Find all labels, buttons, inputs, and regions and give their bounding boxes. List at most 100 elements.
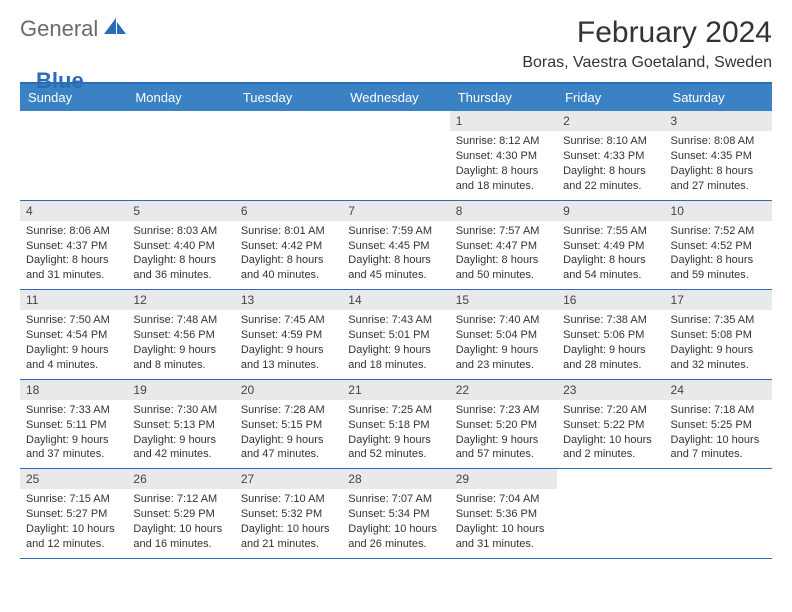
day-number: 16 [557,290,664,310]
sunset-text: Sunset: 4:45 PM [348,239,443,254]
sunset-text: Sunset: 4:52 PM [671,239,766,254]
daylight-text: Daylight: 8 hours and 50 minutes. [456,253,551,283]
daylight-text: Daylight: 8 hours and 59 minutes. [671,253,766,283]
week-row: 11Sunrise: 7:50 AMSunset: 4:54 PMDayligh… [20,290,772,380]
sunset-text: Sunset: 4:40 PM [133,239,228,254]
day-number: 5 [127,201,234,221]
sunrise-text: Sunrise: 7:55 AM [563,224,658,239]
sunset-text: Sunset: 4:33 PM [563,149,658,164]
calendar: SundayMondayTuesdayWednesdayThursdayFrid… [20,82,772,559]
sunset-text: Sunset: 4:56 PM [133,328,228,343]
sunrise-text: Sunrise: 7:07 AM [348,492,443,507]
logo-text-general: General [20,16,98,42]
sunrise-text: Sunrise: 7:40 AM [456,313,551,328]
day-cell: 16Sunrise: 7:38 AMSunset: 5:06 PMDayligh… [557,290,664,379]
sunset-text: Sunset: 4:47 PM [456,239,551,254]
sunset-text: Sunset: 5:06 PM [563,328,658,343]
day-number: 17 [665,290,772,310]
day-cell: 1Sunrise: 8:12 AMSunset: 4:30 PMDaylight… [450,111,557,200]
day-cell [557,469,664,558]
sunrise-text: Sunrise: 7:48 AM [133,313,228,328]
sunrise-text: Sunrise: 7:33 AM [26,403,121,418]
sunset-text: Sunset: 5:01 PM [348,328,443,343]
day-header: Tuesday [235,84,342,111]
day-cell: 28Sunrise: 7:07 AMSunset: 5:34 PMDayligh… [342,469,449,558]
daylight-text: Daylight: 9 hours and 8 minutes. [133,343,228,373]
sunrise-text: Sunrise: 7:57 AM [456,224,551,239]
day-cell: 27Sunrise: 7:10 AMSunset: 5:32 PMDayligh… [235,469,342,558]
sunrise-text: Sunrise: 7:45 AM [241,313,336,328]
day-number: 6 [235,201,342,221]
daylight-text: Daylight: 10 hours and 26 minutes. [348,522,443,552]
daylight-text: Daylight: 9 hours and 28 minutes. [563,343,658,373]
day-cell: 15Sunrise: 7:40 AMSunset: 5:04 PMDayligh… [450,290,557,379]
title-block: February 2024 Boras, Vaestra Goetaland, … [522,16,772,72]
sunset-text: Sunset: 4:35 PM [671,149,766,164]
daylight-text: Daylight: 8 hours and 31 minutes. [26,253,121,283]
sunset-text: Sunset: 4:49 PM [563,239,658,254]
day-cell: 23Sunrise: 7:20 AMSunset: 5:22 PMDayligh… [557,380,664,469]
sunrise-text: Sunrise: 8:12 AM [456,134,551,149]
day-cell [665,469,772,558]
day-number: 18 [20,380,127,400]
daylight-text: Daylight: 9 hours and 47 minutes. [241,433,336,463]
sunset-text: Sunset: 4:30 PM [456,149,551,164]
day-number: 19 [127,380,234,400]
logo: General [20,16,128,42]
day-cell: 5Sunrise: 8:03 AMSunset: 4:40 PMDaylight… [127,201,234,290]
sunrise-text: Sunrise: 7:52 AM [671,224,766,239]
day-number: 4 [20,201,127,221]
sunset-text: Sunset: 4:54 PM [26,328,121,343]
day-number: 28 [342,469,449,489]
day-cell [127,111,234,200]
day-cell: 25Sunrise: 7:15 AMSunset: 5:27 PMDayligh… [20,469,127,558]
day-cell: 24Sunrise: 7:18 AMSunset: 5:25 PMDayligh… [665,380,772,469]
logo-sail-icon [104,18,126,41]
sunrise-text: Sunrise: 7:30 AM [133,403,228,418]
daylight-text: Daylight: 9 hours and 57 minutes. [456,433,551,463]
sunset-text: Sunset: 5:15 PM [241,418,336,433]
daylight-text: Daylight: 10 hours and 2 minutes. [563,433,658,463]
day-cell: 11Sunrise: 7:50 AMSunset: 4:54 PMDayligh… [20,290,127,379]
week-row: 18Sunrise: 7:33 AMSunset: 5:11 PMDayligh… [20,380,772,470]
day-cell: 4Sunrise: 8:06 AMSunset: 4:37 PMDaylight… [20,201,127,290]
day-header-row: SundayMondayTuesdayWednesdayThursdayFrid… [20,84,772,111]
header: General February 2024 Boras, Vaestra Goe… [20,16,772,72]
day-number: 21 [342,380,449,400]
sunrise-text: Sunrise: 7:23 AM [456,403,551,418]
sunrise-text: Sunrise: 8:06 AM [26,224,121,239]
day-number: 26 [127,469,234,489]
week-row: 25Sunrise: 7:15 AMSunset: 5:27 PMDayligh… [20,469,772,559]
day-number: 3 [665,111,772,131]
daylight-text: Daylight: 10 hours and 7 minutes. [671,433,766,463]
daylight-text: Daylight: 10 hours and 12 minutes. [26,522,121,552]
daylight-text: Daylight: 8 hours and 18 minutes. [456,164,551,194]
day-cell [342,111,449,200]
sunrise-text: Sunrise: 7:12 AM [133,492,228,507]
day-number: 23 [557,380,664,400]
day-number: 22 [450,380,557,400]
day-cell: 22Sunrise: 7:23 AMSunset: 5:20 PMDayligh… [450,380,557,469]
daylight-text: Daylight: 9 hours and 4 minutes. [26,343,121,373]
day-number: 15 [450,290,557,310]
day-header: Wednesday [342,84,449,111]
day-number: 9 [557,201,664,221]
sunset-text: Sunset: 5:32 PM [241,507,336,522]
day-cell: 9Sunrise: 7:55 AMSunset: 4:49 PMDaylight… [557,201,664,290]
daylight-text: Daylight: 10 hours and 16 minutes. [133,522,228,552]
sunrise-text: Sunrise: 7:59 AM [348,224,443,239]
daylight-text: Daylight: 10 hours and 31 minutes. [456,522,551,552]
day-number: 25 [20,469,127,489]
day-number: 7 [342,201,449,221]
day-cell: 29Sunrise: 7:04 AMSunset: 5:36 PMDayligh… [450,469,557,558]
day-header: Saturday [665,84,772,111]
day-cell: 6Sunrise: 8:01 AMSunset: 4:42 PMDaylight… [235,201,342,290]
sunrise-text: Sunrise: 8:03 AM [133,224,228,239]
sunrise-text: Sunrise: 8:10 AM [563,134,658,149]
daylight-text: Daylight: 8 hours and 27 minutes. [671,164,766,194]
day-cell: 21Sunrise: 7:25 AMSunset: 5:18 PMDayligh… [342,380,449,469]
day-number: 11 [20,290,127,310]
day-cell: 17Sunrise: 7:35 AMSunset: 5:08 PMDayligh… [665,290,772,379]
week-row: 4Sunrise: 8:06 AMSunset: 4:37 PMDaylight… [20,201,772,291]
sunrise-text: Sunrise: 7:20 AM [563,403,658,418]
